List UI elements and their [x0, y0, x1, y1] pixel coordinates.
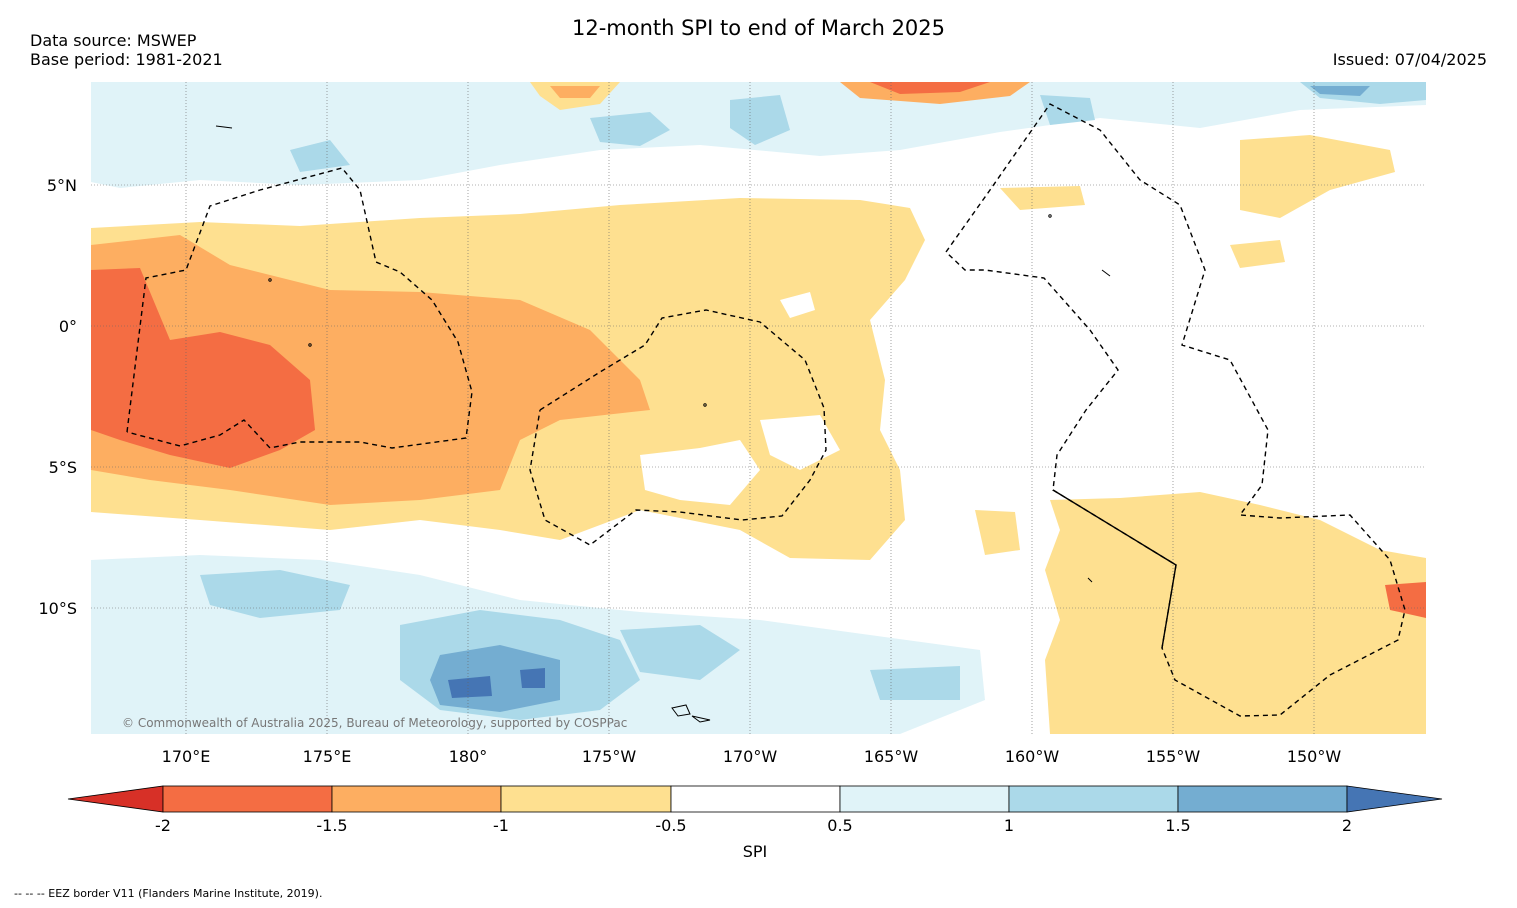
issued-date-label: Issued: 07/04/2025 — [1332, 50, 1487, 69]
island — [1048, 214, 1052, 218]
lon-label: 155°W — [1146, 747, 1201, 766]
colorbar-extend-low — [67, 785, 164, 813]
colorbar-tick: 1.5 — [1165, 816, 1190, 835]
lat-label: 10°S — [38, 599, 77, 618]
colorbar-segment — [839, 785, 1010, 813]
lon-label: 170°W — [723, 747, 778, 766]
spi-field — [91, 82, 1426, 734]
colorbar-segment — [1177, 785, 1348, 813]
colorbar-tick: -2 — [155, 816, 171, 835]
lon-label: 170°E — [162, 747, 211, 766]
lon-label: 150°W — [1287, 747, 1342, 766]
graticule — [91, 82, 1426, 734]
eez-borders — [126, 103, 1406, 717]
island-samoa-east — [691, 715, 711, 723]
colorbar-tick: 1 — [1004, 816, 1014, 835]
colorbar-segment — [670, 785, 841, 813]
island — [1087, 577, 1093, 583]
colorbar-label: SPI — [743, 842, 768, 861]
eez-kiribati-gilbert — [126, 167, 473, 449]
data-source-label: Data source: MSWEP — [30, 31, 197, 50]
copyright-notice: © Commonwealth of Australia 2025, Bureau… — [122, 716, 628, 730]
colorbar-tick: -1.5 — [316, 816, 347, 835]
lon-label: 165°W — [864, 747, 919, 766]
islands — [215, 125, 1111, 723]
colorbar-tick: -1 — [493, 816, 509, 835]
island — [268, 278, 272, 282]
lon-label: 175°W — [582, 747, 637, 766]
map-title: 12-month SPI to end of March 2025 — [571, 16, 946, 40]
colorbar-segment — [1008, 785, 1179, 813]
colorbar-extend-high — [1346, 785, 1443, 813]
colorbar-tick: 0.5 — [827, 816, 852, 835]
eez-line-islands — [945, 103, 1406, 717]
colorbar-segment — [331, 785, 502, 813]
colorbar-segment — [500, 785, 672, 813]
lon-label: 180° — [449, 747, 488, 766]
eez-phoenix — [529, 309, 827, 546]
lon-label: 160°W — [1005, 747, 1060, 766]
island-kiritimati — [1101, 269, 1111, 277]
island — [703, 403, 707, 407]
eez-solid-boundary — [1052, 489, 1177, 649]
lat-label: 5°S — [49, 458, 77, 477]
lat-label: 5°N — [47, 176, 77, 195]
colorbar-tick: -0.5 — [655, 816, 686, 835]
island — [308, 343, 312, 347]
base-period-label: Base period: 1981-2021 — [30, 50, 223, 69]
island — [215, 125, 233, 129]
colorbar-tick: 2 — [1342, 816, 1352, 835]
lon-label: 175°E — [303, 747, 352, 766]
island-samoa — [671, 704, 691, 717]
colorbar-segment — [162, 785, 333, 813]
colorbar — [67, 785, 1443, 813]
eez-footnote: -- -- -- EEZ border V11 (Flanders Marine… — [14, 887, 323, 900]
lat-label: 0° — [59, 317, 77, 336]
